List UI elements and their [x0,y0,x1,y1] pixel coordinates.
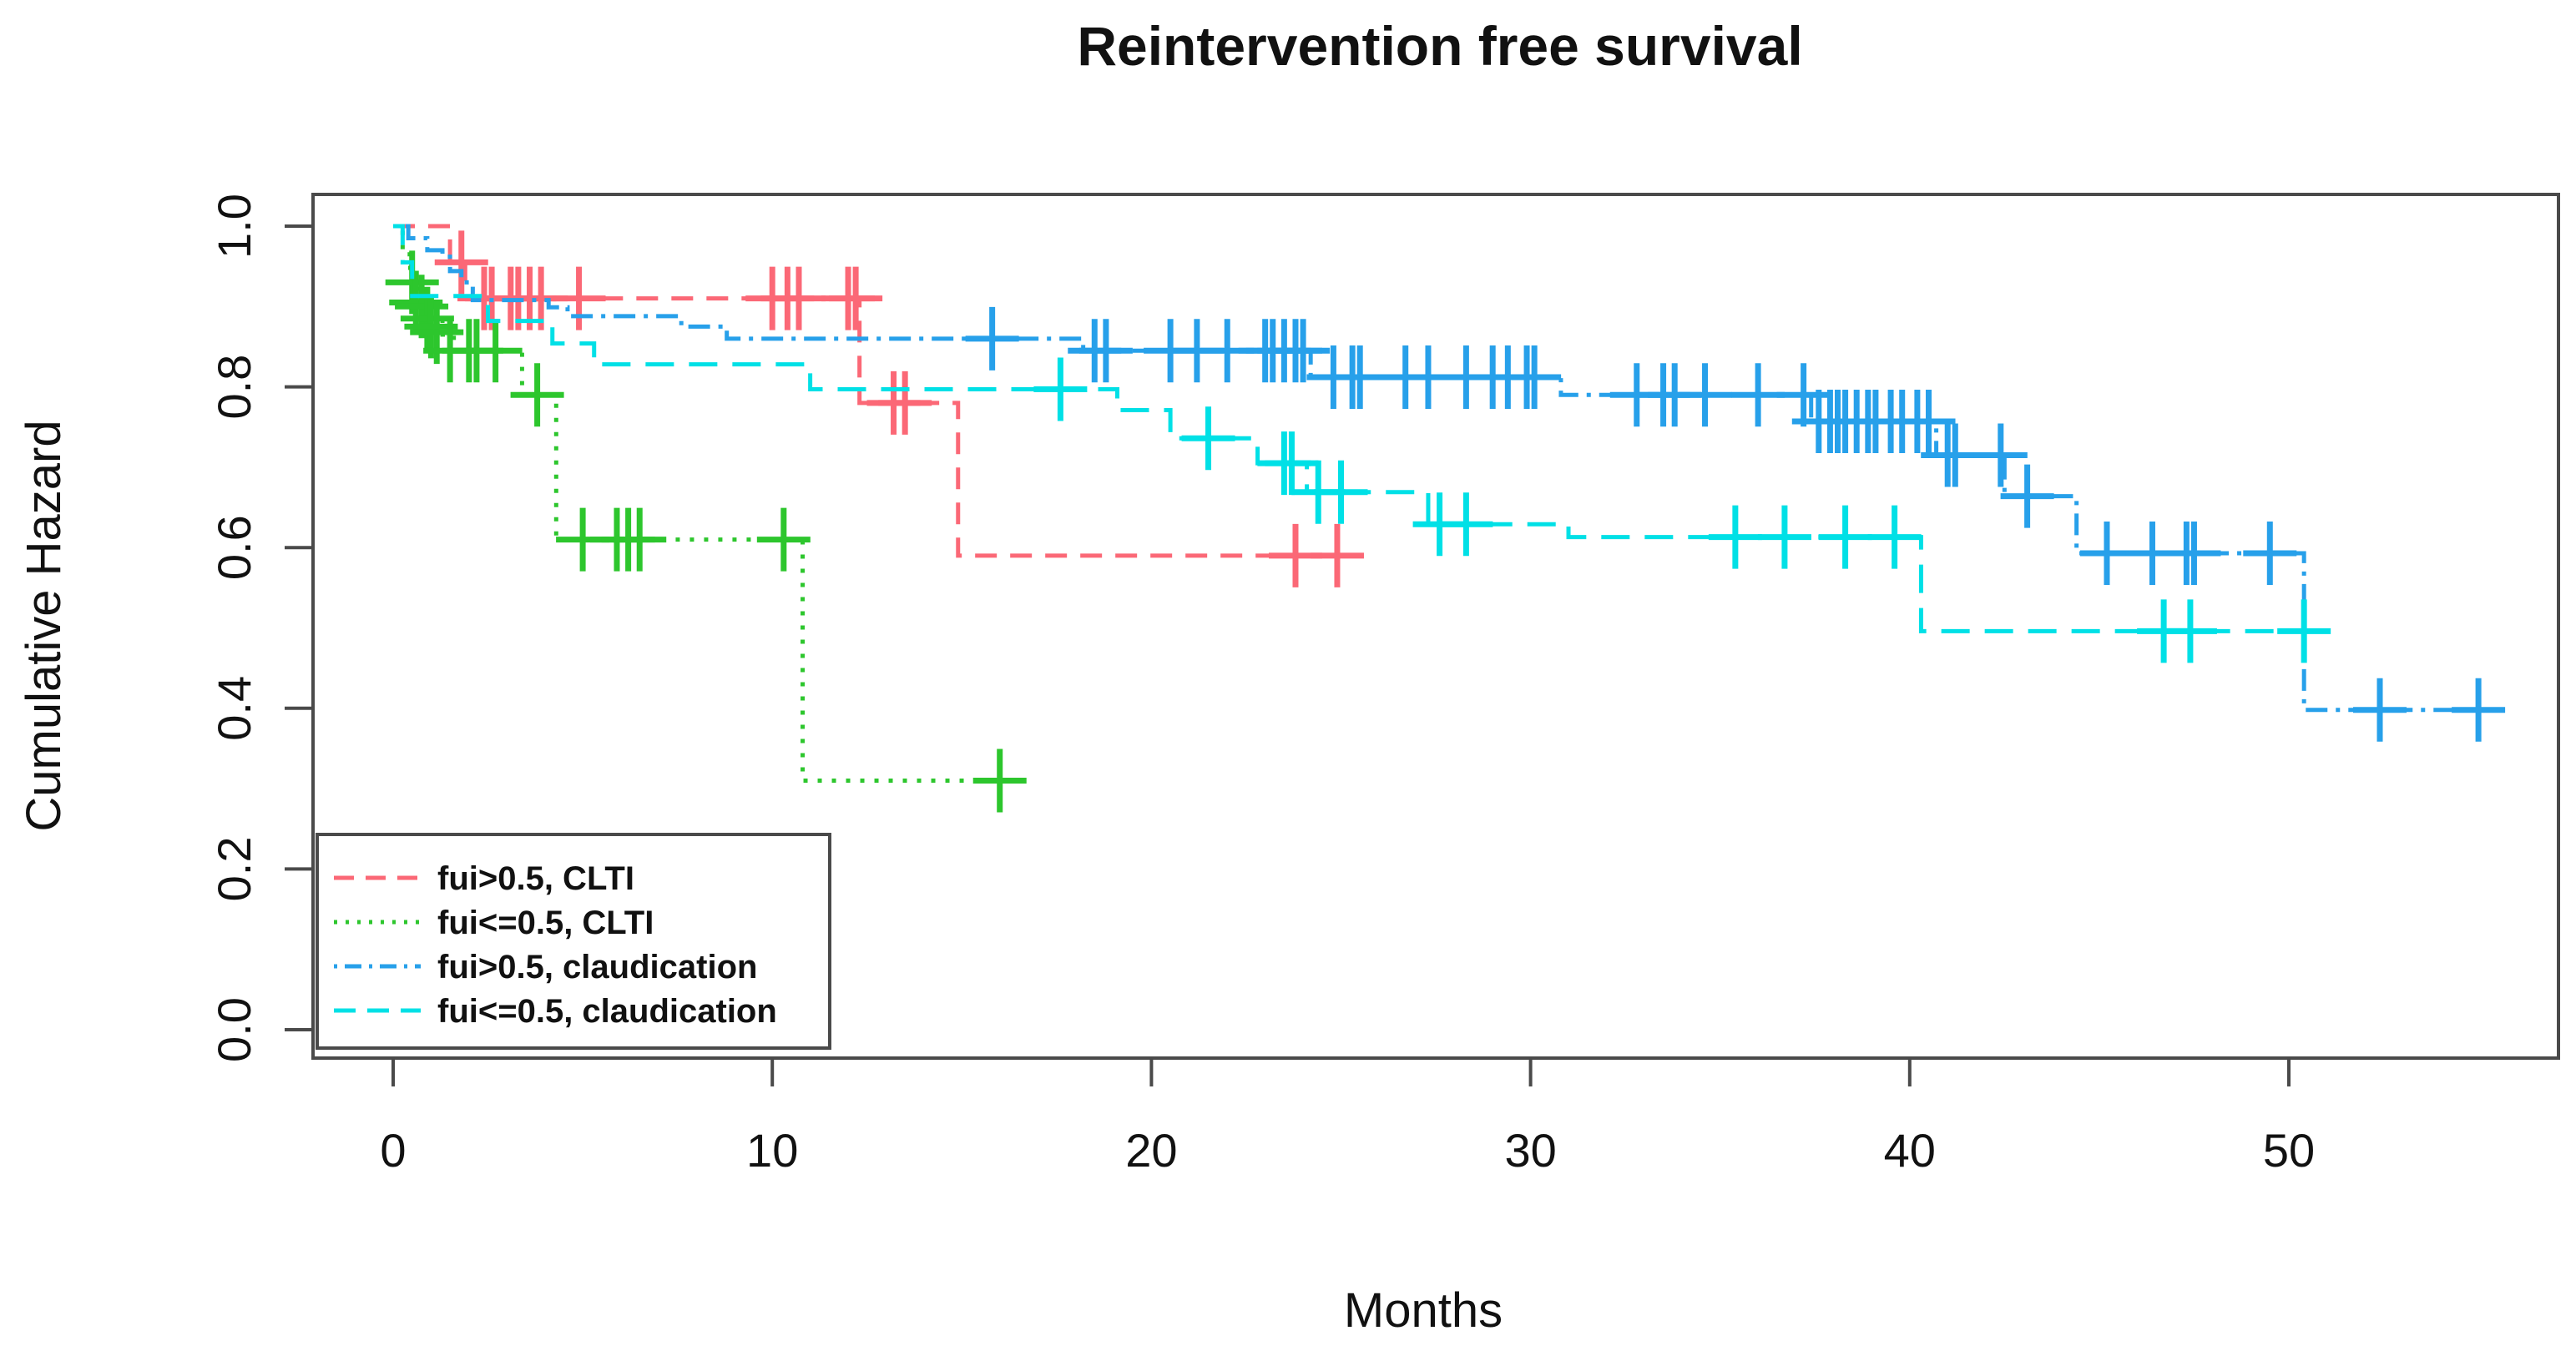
curve-fui-gt05-clti [393,224,1364,558]
legend-label: fui>0.5, CLTI [437,860,634,897]
legend-item-fui-gt05-claudication: fui>0.5, claudication [334,949,757,985]
y-tick-label: 0.2 [208,836,260,901]
legend-label: fui<=0.5, claudication [437,993,777,1030]
legend-item-fui-le05-claudication: fui<=0.5, claudication [334,993,777,1030]
x-tick-label: 30 [1504,1124,1556,1177]
legend-label: fui>0.5, claudication [437,949,757,985]
censor-marks-fui-le05-clti [385,250,1027,813]
curve-fui-le05-clti [393,224,1019,783]
curve-fui-gt05-claudication [393,224,2502,713]
y-tick-label: 0.8 [208,355,260,420]
x-tick-label: 50 [2263,1124,2315,1177]
y-tick-label: 0.0 [208,997,260,1062]
censor-marks-fui-le05-claudication [1033,357,2331,663]
x-tick-label: 10 [746,1124,798,1177]
y-tick-label: 0.6 [208,515,260,580]
curve-fui-le05-claudication [393,224,2331,633]
legend-item-fui-le05-clti: fui<=0.5, CLTI [334,905,654,941]
x-tick-label: 0 [380,1124,406,1177]
survival-curves [385,224,2506,813]
legend-item-fui-gt05-clti: fui>0.5, CLTI [334,860,634,897]
chart-title: Reintervention free survival [1077,15,1802,77]
y-tick-label: 0.4 [208,676,260,741]
censor-marks-fui-gt05-claudication [965,306,2506,742]
censor-marks-fui-gt05-clti [434,230,1364,587]
x-axis-label: Months [1344,1283,1503,1338]
x-tick-label: 40 [1884,1124,1936,1177]
y-axis-label: Cumulative Hazard [17,420,71,831]
y-tick-label: 1.0 [208,194,260,259]
legend: fui>0.5, CLTI fui<=0.5, CLTI fui>0.5, clau… [334,860,777,1030]
x-tick-label: 20 [1125,1124,1177,1177]
axis-ticks: 0 10 20 30 40 50 1.0 0.8 0.6 0.4 0.2 0.0 [208,194,2315,1177]
plot-border [311,193,2560,1060]
legend-label: fui<=0.5, CLTI [437,905,654,941]
